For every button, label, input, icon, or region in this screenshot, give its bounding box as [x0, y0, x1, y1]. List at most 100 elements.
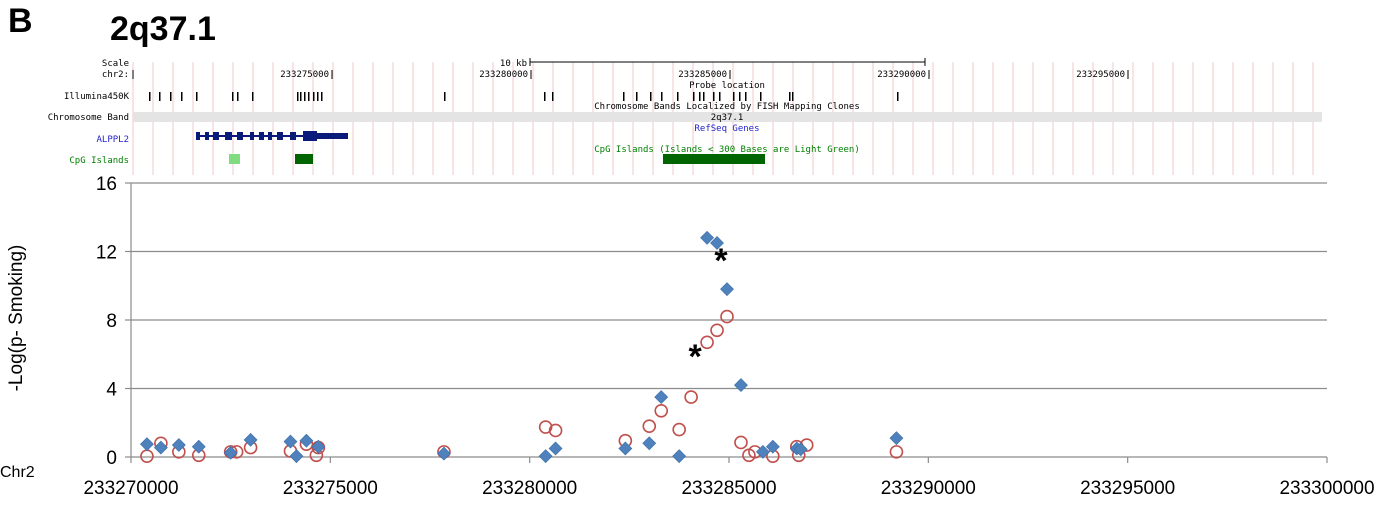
probe-ticks: [149, 92, 899, 101]
probe-tick: [719, 92, 721, 101]
data-point-circle: [720, 309, 734, 324]
row-label-scale: Scale: [102, 59, 129, 69]
probe-tick: [713, 92, 715, 101]
band-track-title: Chromosome Bands Localized by FISH Mappi…: [594, 102, 860, 112]
genome-browser-tracks: Scale chr2: Illumina450K Chromosome Band…: [48, 58, 1322, 175]
gene-track-title: RefSeq Genes: [694, 124, 759, 134]
annotations: **: [688, 242, 728, 376]
probe-tick: [636, 92, 638, 101]
position-label: 233280000: [479, 70, 528, 80]
position-label: 233285000: [678, 70, 727, 80]
y-tick-label: 8: [106, 311, 117, 332]
data-point-diamond: [700, 230, 714, 245]
cpg-islands: [229, 154, 765, 164]
data-point-circle: [889, 445, 904, 459]
probe-tick: [739, 92, 741, 101]
data-point-circle: [700, 335, 714, 350]
significance-asterisk: *: [714, 242, 728, 280]
significance-asterisk: *: [688, 338, 702, 376]
data-point-diamond: [755, 444, 770, 459]
chromosome-axis-label: Chr2: [0, 464, 35, 481]
data-point-circle: [672, 422, 686, 437]
y-tick-label: 4: [106, 380, 117, 401]
panel-label: B: [8, 2, 33, 40]
probe-tick: [196, 92, 198, 101]
probe-tick: [159, 92, 161, 101]
x-tick-label: 233290000: [881, 478, 976, 499]
y-tick-label: 16: [96, 174, 117, 195]
position-label: 233275000: [280, 70, 329, 80]
probe-tick: [552, 92, 554, 101]
x-tick-label: 233275000: [283, 478, 378, 499]
probe-tick: [321, 92, 323, 101]
row-label-chrom: chr2:: [102, 70, 129, 80]
data-point-diamond: [437, 446, 451, 461]
data-point-diamond: [642, 436, 657, 451]
data-point-circle: [140, 449, 154, 463]
probe-tick: [703, 92, 705, 101]
gene-model-alppl2: [196, 131, 348, 141]
data-point-diamond: [140, 437, 154, 452]
probe-tick: [297, 92, 299, 101]
data-point-circle: [734, 435, 748, 450]
data-point-diamond: [243, 432, 258, 447]
y-tick-label: 12: [96, 243, 117, 264]
position-label: 233295000: [1076, 70, 1125, 80]
probe-tick: [252, 92, 254, 101]
data-point-diamond: [171, 438, 186, 452]
data-point-diamond: [283, 434, 298, 449]
data-point-diamond: [191, 439, 206, 454]
x-tick-label: 233270000: [83, 478, 178, 499]
cpg-track-title: CpG Islands (Islands < 300 Bases are Lig…: [594, 145, 860, 155]
y-axis-label: -Log(p- Smoking): [6, 245, 27, 392]
data-point-circle: [654, 403, 669, 418]
probe-tick: [170, 92, 172, 101]
data-point-diamond: [548, 441, 563, 456]
probe-tick: [237, 92, 239, 101]
probe-tick: [745, 92, 747, 101]
region-title: 2q37.1: [110, 10, 216, 48]
scale-bar: [529, 58, 926, 66]
probe-tick: [300, 92, 302, 101]
data-point-diamond: [538, 449, 553, 464]
scale-bar-label: 10 kb: [500, 59, 527, 69]
data-point-diamond: [299, 433, 314, 448]
probe-tick: [149, 92, 151, 101]
data-point-diamond: [654, 390, 669, 404]
data-point-circle: [710, 323, 724, 338]
probe-tick: [792, 92, 794, 101]
data-point-diamond: [720, 282, 734, 297]
probe-tick: [232, 92, 234, 101]
y-tick-labels: 0 4 8 12 16: [96, 174, 118, 469]
data-point-diamond: [889, 431, 904, 446]
probe-tick: [444, 92, 446, 101]
row-label-genes: ALPPL2: [96, 135, 129, 145]
data-point-circle: [684, 390, 698, 404]
probe-tick: [760, 92, 762, 101]
probe-tick: [699, 92, 701, 101]
probe-tick: [733, 92, 735, 101]
x-tick-label: 233280000: [482, 478, 577, 499]
probe-tick: [181, 92, 183, 101]
data-point-diamond: [765, 439, 780, 454]
data-point-diamond: [672, 449, 687, 464]
probe-track-title: Probe location: [689, 81, 765, 91]
probe-tick: [661, 92, 663, 101]
data-point-circle: [642, 419, 657, 433]
data-point-diamond: [289, 449, 304, 464]
data-point-diamond: [793, 442, 808, 457]
data-point-diamond: [311, 439, 326, 454]
probe-tick: [677, 92, 679, 101]
probe-tick: [650, 92, 652, 101]
data-point-circle: [548, 423, 563, 438]
position-label: 233290000: [877, 70, 926, 80]
data-point-diamond: [223, 445, 238, 460]
x-tick-label: 233295000: [1080, 478, 1175, 499]
chromosome-band-bar: [133, 112, 1322, 122]
data-point-diamond: [734, 378, 748, 392]
probe-tick: [308, 92, 310, 101]
x-tick-label: 233285000: [681, 478, 776, 499]
row-label-probes: Illumina450K: [64, 92, 130, 102]
data-point-diamond: [710, 236, 724, 250]
